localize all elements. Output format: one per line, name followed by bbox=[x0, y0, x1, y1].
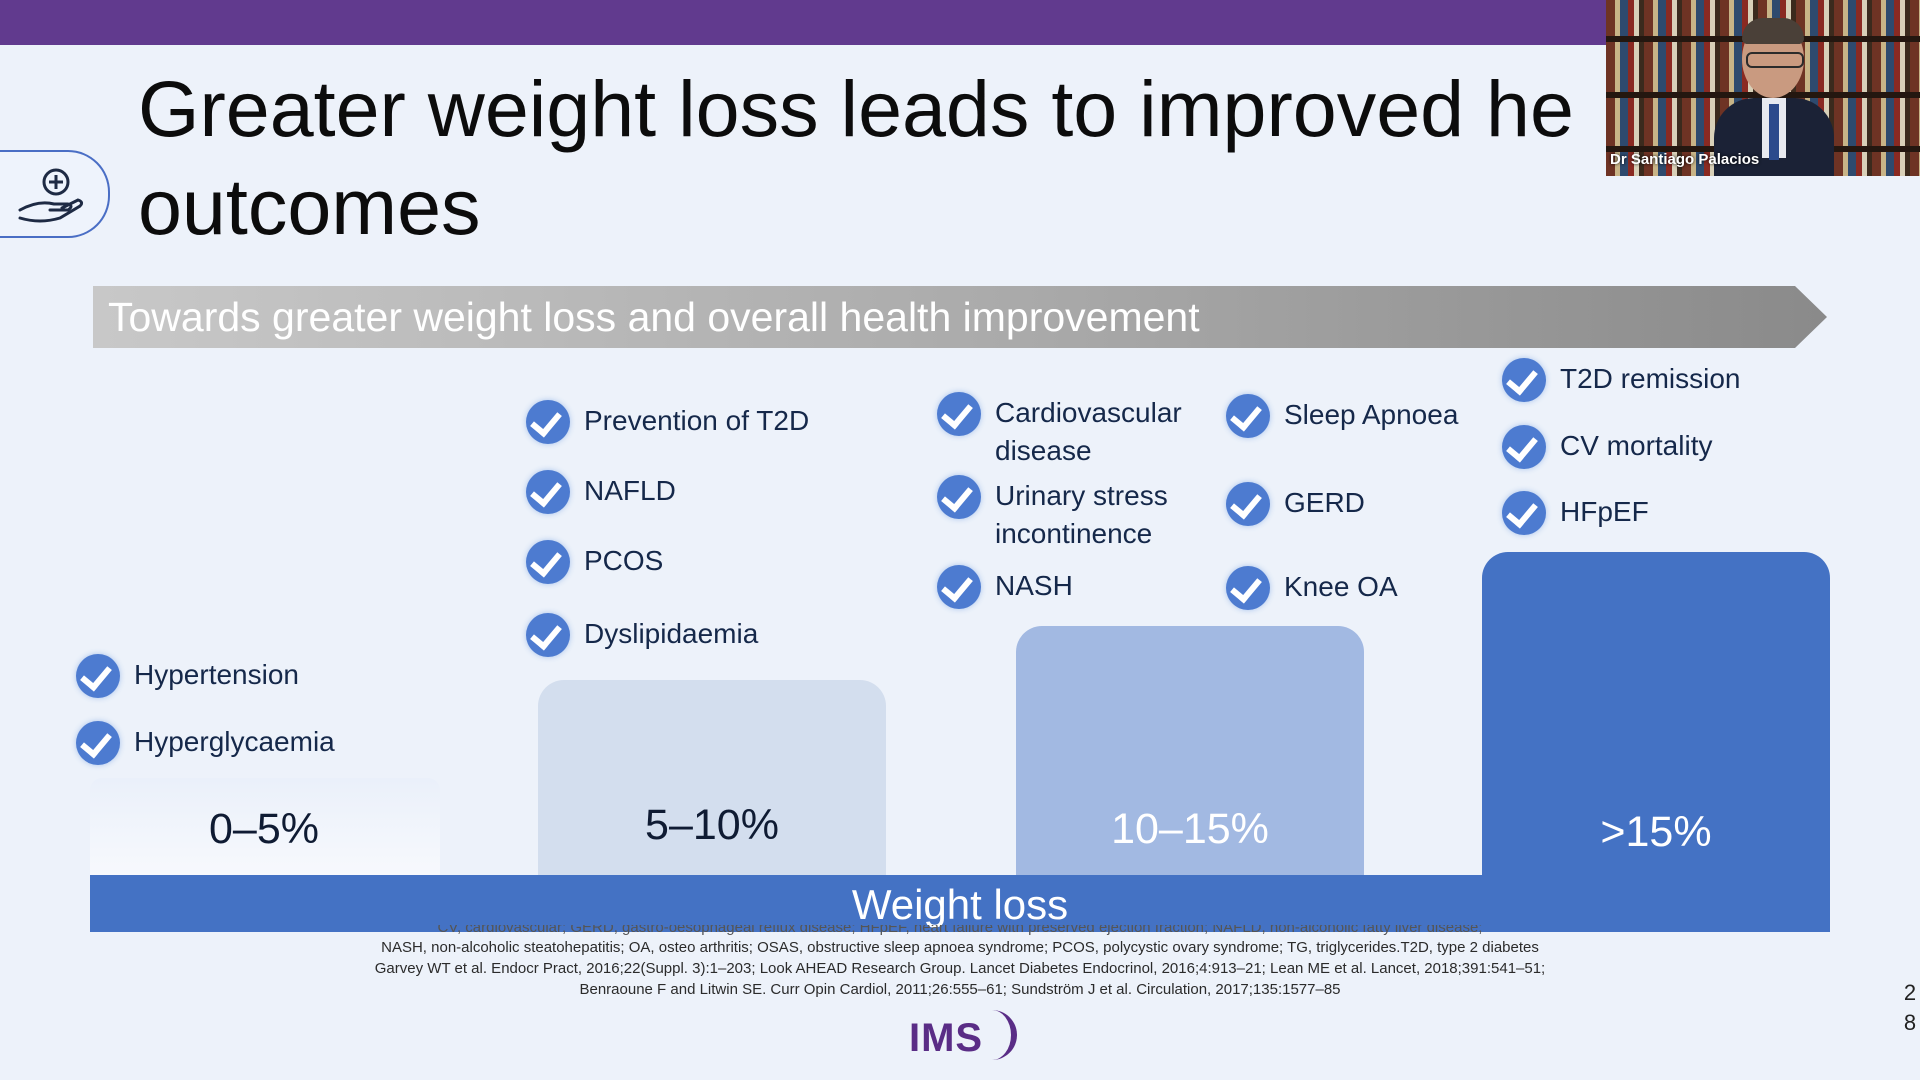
ims-logo: IMS bbox=[905, 1010, 1017, 1065]
benefit-item: Hypertension bbox=[76, 654, 299, 698]
slide-title-line1: Greater weight loss leads to improved he bbox=[138, 64, 1574, 153]
footnote-line: Garvey WT et al. Endocr Pract, 2016;22(S… bbox=[374, 960, 1546, 977]
benefit-label: Urinary stress incontinence bbox=[995, 480, 1168, 549]
check-circle-icon bbox=[937, 392, 981, 436]
column-label: >15% bbox=[1600, 808, 1712, 856]
benefit-label: Dyslipidaemia bbox=[584, 618, 759, 649]
check-circle-icon bbox=[526, 613, 570, 657]
benefit-label: Hyperglycaemia bbox=[134, 726, 335, 757]
benefit-item: Urinary stress incontinence bbox=[937, 475, 1168, 553]
benefit-label: Sleep Apnoea bbox=[1284, 399, 1459, 430]
check-circle-icon bbox=[1226, 482, 1270, 526]
check-circle-icon bbox=[526, 400, 570, 444]
footnote-line: NASH, non-alcoholic steatohepatitis; OA,… bbox=[381, 939, 1539, 956]
hand-with-plus-icon bbox=[0, 150, 110, 238]
footnotes: CV, cardiovascular; GERD, gastro-oesopha… bbox=[200, 925, 1720, 1000]
benefit-item: HFpEF bbox=[1502, 491, 1649, 535]
benefit-label: Knee OA bbox=[1284, 571, 1398, 602]
participant-figure bbox=[1714, 12, 1834, 176]
benefit-label: NASH bbox=[995, 570, 1073, 601]
page-number-digit: 8 bbox=[1903, 1010, 1917, 1035]
check-circle-icon bbox=[1226, 394, 1270, 438]
benefit-label: HFpEF bbox=[1560, 496, 1649, 527]
benefit-item: Knee OA bbox=[1226, 566, 1398, 610]
check-circle-icon bbox=[937, 565, 981, 609]
benefit-item: CV mortality bbox=[1502, 425, 1712, 469]
benefit-label: T2D remission bbox=[1560, 363, 1741, 394]
check-circle-icon bbox=[76, 721, 120, 765]
slide-title-line2: outcomes bbox=[138, 162, 481, 251]
check-circle-icon bbox=[1502, 358, 1546, 402]
arrow-banner-text: Towards greater weight loss and overall … bbox=[108, 294, 1200, 340]
column-0-5 bbox=[90, 778, 440, 875]
benefit-item: NASH bbox=[937, 565, 1073, 609]
participant-name: Dr Santiago Palacios bbox=[1610, 151, 1760, 168]
benefit-label: CV mortality bbox=[1560, 430, 1713, 461]
benefit-label: Prevention of T2D bbox=[584, 405, 810, 436]
benefit-item: Sleep Apnoea bbox=[1226, 394, 1458, 438]
benefit-label: GERD bbox=[1284, 487, 1365, 518]
benefit-label: Cardiovascular disease bbox=[995, 397, 1182, 466]
participant-video-thumbnail[interactable]: Dr Santiago Palacios bbox=[1606, 0, 1920, 176]
column-5-10 bbox=[538, 680, 886, 875]
footnote-line: Benraoune F and Litwin SE. Curr Opin Car… bbox=[579, 981, 1341, 998]
weight-loss-axis-bar bbox=[90, 875, 1830, 932]
check-circle-icon bbox=[937, 475, 981, 519]
check-circle-icon bbox=[76, 654, 120, 698]
progress-arrow-banner bbox=[93, 286, 1827, 348]
footnote-line: CV, cardiovascular; GERD, gastro-oesopha… bbox=[437, 925, 1483, 936]
column-over-15 bbox=[1482, 552, 1830, 875]
benefit-item: T2D remission bbox=[1502, 358, 1740, 402]
column-label: 5–10% bbox=[645, 801, 779, 849]
benefit-item: Prevention of T2D bbox=[526, 400, 809, 444]
slide-top-bar bbox=[0, 0, 1920, 45]
logo-swoosh-icon bbox=[971, 1010, 1017, 1060]
benefit-label: NAFLD bbox=[584, 475, 676, 506]
page-number-digit: 2 bbox=[1903, 980, 1917, 1005]
benefit-item: PCOS bbox=[526, 540, 663, 584]
benefit-item: NAFLD bbox=[526, 470, 676, 514]
check-circle-icon bbox=[1502, 425, 1546, 469]
column-label: 10–15% bbox=[1111, 805, 1269, 853]
benefit-label: Hypertension bbox=[134, 659, 299, 690]
check-circle-icon bbox=[526, 540, 570, 584]
benefit-item: GERD bbox=[1226, 482, 1365, 526]
benefit-label: PCOS bbox=[584, 545, 664, 576]
logo-text: IMS bbox=[909, 1016, 984, 1060]
benefit-item: Dyslipidaemia bbox=[526, 613, 758, 657]
slide-title: Greater weight loss leads to improved he… bbox=[138, 60, 1618, 256]
check-circle-icon bbox=[1226, 566, 1270, 610]
page-number: 2 8 bbox=[1900, 978, 1920, 1038]
benefit-item: Hyperglycaemia bbox=[76, 721, 335, 765]
column-10-15 bbox=[1016, 626, 1364, 875]
check-circle-icon bbox=[1502, 491, 1546, 535]
column-label: 0–5% bbox=[209, 805, 319, 853]
axis-label: Weight loss bbox=[851, 881, 1069, 928]
benefit-item: Cardiovascular disease bbox=[937, 392, 1182, 470]
check-circle-icon bbox=[526, 470, 570, 514]
